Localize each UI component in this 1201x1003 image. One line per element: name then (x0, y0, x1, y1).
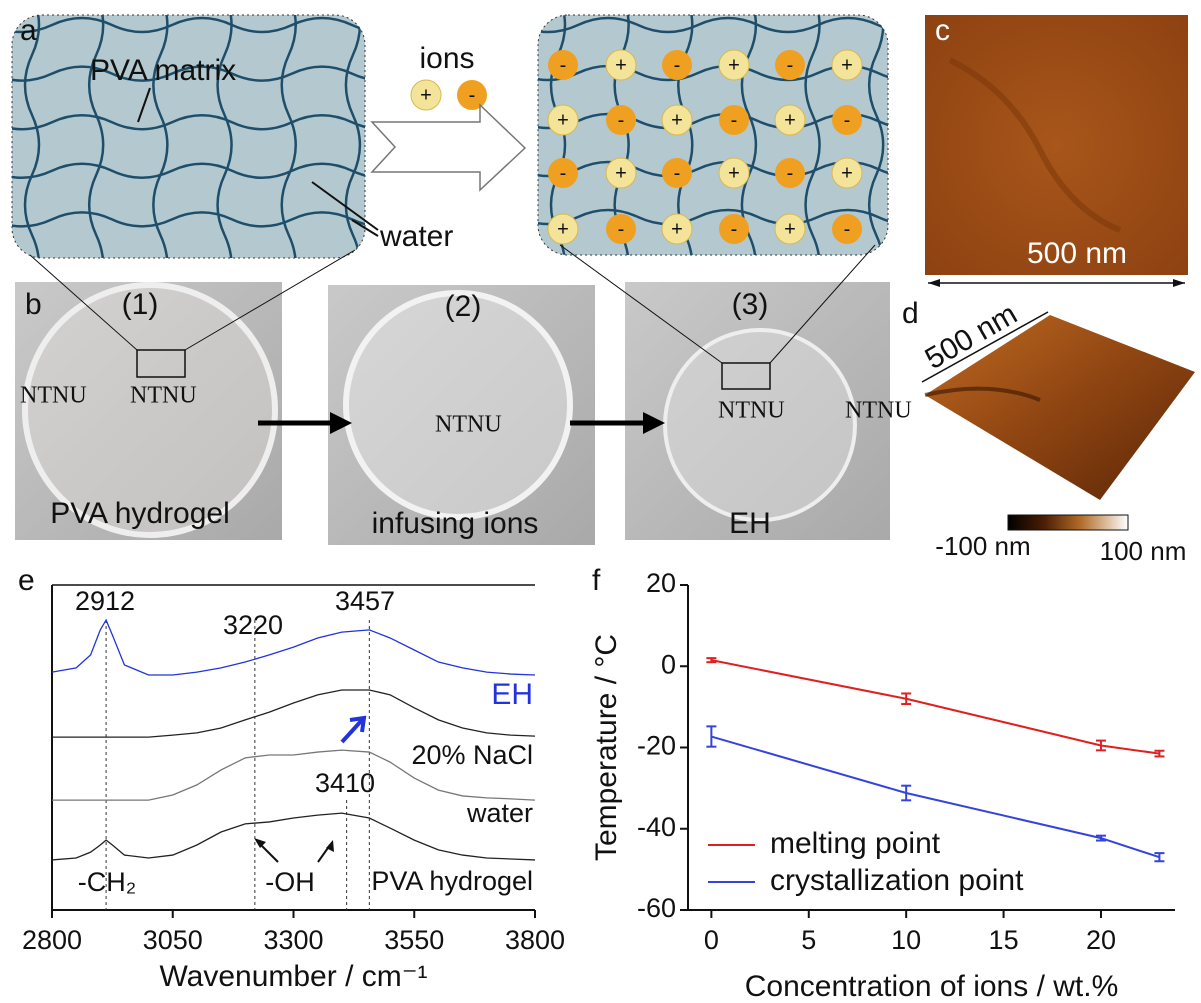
dish (665, 330, 855, 520)
annotation: -CH₂ (78, 867, 136, 897)
legend-label: melting point (770, 827, 941, 860)
matrix-box (538, 15, 888, 255)
watermark: NTNU (435, 412, 502, 438)
x-tick-label: 3550 (384, 925, 444, 955)
colorbar-min: -100 nm (935, 531, 1030, 561)
ion-sign: - (560, 162, 567, 184)
ion-sign: - (787, 162, 794, 184)
x-axis-label: Concentration of ions / wt.% (745, 970, 1119, 1003)
ion-sign: - (674, 162, 681, 184)
photo-caption: infusing ions (372, 507, 539, 540)
x-tick-label: 0 (704, 925, 719, 955)
photo-caption: PVA hydrogel (50, 497, 230, 530)
figure: - + - + - + + - + - + - - + - + - + + - + - + - a PVA matrix wa… (0, 0, 1201, 1003)
x-tick-label: 3050 (143, 925, 203, 955)
ion-sign: - (731, 109, 738, 131)
y-tick-label: 20 (646, 568, 676, 598)
panel-label: f (592, 564, 601, 597)
series-line (52, 620, 535, 675)
photo-caption: EH (729, 507, 771, 540)
annotation: -OH (265, 867, 315, 897)
y-tick-label: -40 (637, 812, 676, 842)
arrowhead (1173, 279, 1185, 287)
peak-label: 3220 (223, 610, 283, 640)
ion-sign: + (841, 54, 853, 76)
watermark: NTNU (20, 383, 87, 409)
watermark: NTNU (845, 398, 912, 424)
arrow (372, 105, 525, 190)
ion-sign: - (844, 109, 851, 131)
ion-sign: - (787, 54, 794, 76)
x-tick-label: 2800 (22, 925, 82, 955)
colorbar-max: 100 nm (1100, 536, 1187, 566)
peak-label: 3410 (315, 768, 375, 798)
watermark: NTNU (130, 383, 197, 409)
panel-label: e (18, 564, 35, 597)
colorbar (1008, 515, 1128, 530)
series-line (52, 690, 535, 737)
y-tick-label: 0 (661, 649, 676, 679)
arrowhead (928, 279, 940, 287)
x-axis-label: Wavenumber / cm⁻¹ (159, 960, 427, 993)
ion-sign: + (671, 109, 683, 131)
dish (346, 293, 570, 517)
ion-sign: - (618, 218, 625, 240)
panel-label: d (902, 297, 919, 330)
page: - + - + - + + - + - + - - + - + - + + - + - + - a PVA matrix wa… (0, 0, 1201, 1003)
panel-label: b (25, 288, 42, 321)
series-line (711, 660, 1159, 753)
photo-number: (3) (732, 288, 769, 321)
ion-sign: + (841, 162, 853, 184)
peak-label: 2912 (75, 586, 135, 616)
matrix-box (12, 15, 365, 258)
ion-sign: - (844, 218, 851, 240)
scale-label: 500 nm (1027, 237, 1127, 270)
x-tick-label: 3300 (263, 925, 323, 955)
series-label: water (466, 798, 533, 828)
ion-sign: + (784, 218, 796, 240)
error-bar (1154, 853, 1164, 861)
ion-sign: + (728, 54, 740, 76)
ion-sign: + (615, 54, 627, 76)
ion-sign: + (420, 84, 432, 106)
ion-sign: - (560, 54, 567, 76)
ions-label: ions (419, 42, 474, 75)
ion-sign: - (618, 109, 625, 131)
ion-sign: + (728, 162, 740, 184)
ion-sign: - (674, 54, 681, 76)
x-tick-label: 5 (801, 925, 816, 955)
series-label: EH (491, 678, 533, 711)
shift-arrow (342, 720, 362, 742)
panel-label: a (20, 14, 37, 47)
series-label: 20% NaCl (411, 740, 533, 770)
photo-number: (2) (445, 290, 482, 323)
y-tick-label: -60 (637, 893, 676, 923)
strand (0, 261, 412, 275)
ion-sign: + (784, 109, 796, 131)
ion-sign: + (557, 218, 569, 240)
series-label: PVA hydrogel (371, 866, 533, 896)
panel-label: c (935, 14, 950, 47)
ion-sign: - (469, 84, 476, 106)
matrix-label: PVA matrix (90, 54, 236, 87)
x-tick-label: 15 (989, 925, 1019, 955)
arrowhead (254, 838, 266, 848)
photo-number: (1) (122, 288, 159, 321)
ion-sign: - (731, 218, 738, 240)
water-label: water (379, 220, 453, 253)
x-tick-label: 3800 (505, 925, 565, 955)
x-tick-label: 20 (1086, 925, 1116, 955)
series-line (52, 813, 535, 860)
ion-sign: + (615, 162, 627, 184)
y-axis-label: Temperature / °C (590, 634, 623, 861)
ion-sign: + (671, 218, 683, 240)
ion-sign: + (557, 109, 569, 131)
peak-label: 3457 (335, 586, 395, 616)
y-tick-label: -20 (637, 731, 676, 761)
x-tick-label: 10 (891, 925, 921, 955)
legend-label: crystallization point (770, 864, 1024, 897)
watermark: NTNU (718, 398, 785, 424)
